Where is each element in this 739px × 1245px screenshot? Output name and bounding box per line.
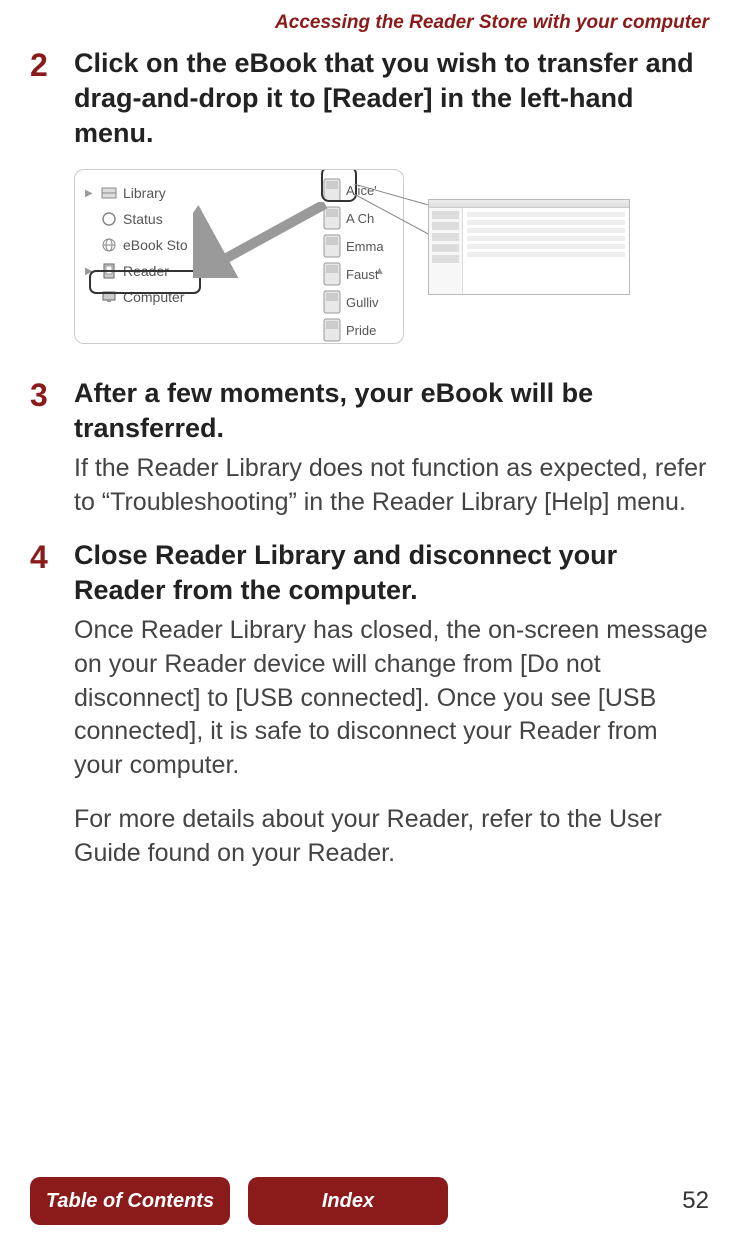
toc-button[interactable]: Table of Contents <box>30 1177 230 1225</box>
step-4-title: Close Reader Library and disconnect your… <box>74 538 709 608</box>
book-icon <box>323 234 341 258</box>
page-header: Accessing the Reader Store with your com… <box>30 0 709 42</box>
expand-icon: ▶ <box>85 188 95 199</box>
illustration: ▶ Library Status eBook Sto ▶ Reade <box>74 169 709 354</box>
book-label: Pride <box>346 323 376 338</box>
step-2-content: Click on the eBook that you wish to tran… <box>74 46 709 151</box>
step-4-number: 4 <box>30 538 74 870</box>
header-title: Accessing the Reader Store with your com… <box>275 12 709 33</box>
step-4: 4 Close Reader Library and disconnect yo… <box>30 538 709 870</box>
step-4-content: Close Reader Library and disconnect your… <box>74 538 709 870</box>
book-icon <box>323 318 341 342</box>
step-4-body: Once Reader Library has closed, the on-s… <box>74 614 709 870</box>
page-footer: Table of Contents Index 52 <box>0 1177 739 1225</box>
step-2: 2 Click on the eBook that you wish to tr… <box>30 46 709 151</box>
sidebar-label: Library <box>123 185 166 201</box>
index-button[interactable]: Index <box>248 1177 448 1225</box>
step-3: 3 After a few moments, your eBook will b… <box>30 376 709 520</box>
sidebar-label: eBook Sto <box>123 237 188 253</box>
mini-main <box>463 208 629 294</box>
library-icon <box>101 185 117 201</box>
index-button-label: Index <box>322 1190 374 1213</box>
step-4-body-text-2: For more details about your Reader, refe… <box>74 803 709 871</box>
step-2-title: Click on the eBook that you wish to tran… <box>74 46 709 151</box>
status-icon <box>101 211 117 227</box>
step-4-body-text-1: Once Reader Library has closed, the on-s… <box>74 614 709 783</box>
mini-body <box>429 208 629 294</box>
page-number: 52 <box>682 1187 709 1215</box>
drag-source-highlight <box>321 169 357 202</box>
book-icon <box>323 206 341 230</box>
step-2-number: 2 <box>30 46 74 151</box>
step-3-content: After a few moments, your eBook will be … <box>74 376 709 520</box>
mini-sidebar <box>429 208 463 294</box>
sidebar-label: Status <box>123 211 163 227</box>
step-3-body-text: If the Reader Library does not function … <box>74 452 709 520</box>
book-item: Gulliv <box>323 288 397 316</box>
book-icon <box>323 290 341 314</box>
book-icon <box>323 262 341 286</box>
mini-window <box>428 199 630 295</box>
step-3-title: After a few moments, your eBook will be … <box>74 376 709 446</box>
step-3-number: 3 <box>30 376 74 520</box>
toc-button-label: Table of Contents <box>46 1190 214 1213</box>
book-item: Faust <box>323 260 397 288</box>
step-3-body: If the Reader Library does not function … <box>74 452 709 520</box>
reader-highlight-box <box>89 270 201 294</box>
book-item: Pride <box>323 316 397 344</box>
book-label: Gulliv <box>346 295 379 310</box>
globe-icon <box>101 237 117 253</box>
book-label: Faust <box>346 267 379 282</box>
mini-titlebar <box>429 200 629 208</box>
